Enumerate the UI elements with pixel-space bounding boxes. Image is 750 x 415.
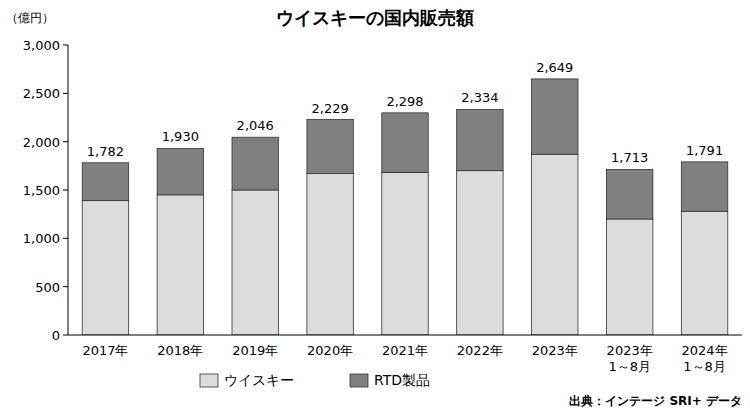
bar-segment (457, 109, 503, 170)
x-tick-label-line: 2018年 (157, 343, 203, 358)
x-tick-label-line: 2023年 (607, 343, 653, 358)
total-label: 1,782 (87, 144, 124, 159)
total-label: 2,334 (461, 90, 498, 105)
bar-segment (307, 174, 353, 335)
y-tick-label: 3,000 (23, 38, 60, 53)
bar-segment (382, 113, 428, 173)
legend-label: RTD製品 (374, 372, 430, 388)
total-label: 1,713 (611, 150, 648, 165)
bar-segment (157, 195, 203, 335)
bar-segment (232, 190, 278, 335)
x-tick-label: 2023年1～8月 (607, 343, 653, 374)
x-tick-label: 2021年 (382, 343, 428, 358)
bar-segment (606, 219, 652, 335)
y-tick (63, 190, 68, 191)
bars (82, 79, 728, 335)
y-tick (63, 45, 68, 46)
x-tick-label-line: 2017年 (82, 343, 128, 358)
total-label: 2,298 (386, 94, 423, 109)
x-axis (68, 335, 742, 336)
bar-segment (681, 211, 727, 335)
source: 出典：インテージ SRI+ データ (569, 394, 742, 408)
y-tick (63, 141, 68, 142)
bar-segment (82, 201, 128, 335)
x-tick-label: 2024年1～8月 (682, 343, 728, 374)
x-tick-label-line: 2019年 (232, 343, 278, 358)
y-axis (68, 45, 69, 335)
x-tick-label: 2020年 (307, 343, 353, 358)
y-tick-label: 2,500 (23, 86, 60, 101)
bar-segment (157, 148, 203, 194)
x-tick-label-line: 2021年 (382, 343, 428, 358)
legend-swatch (200, 374, 218, 387)
total-label: 2,046 (237, 118, 274, 133)
x-tick-label-line: 1～8月 (683, 359, 726, 374)
y-tick (63, 335, 68, 336)
total-label: 2,229 (312, 101, 349, 116)
y-tick (63, 286, 68, 287)
y-tick-label: 2,000 (23, 135, 60, 150)
bar-segment (82, 163, 128, 201)
total-label: 1,930 (162, 129, 199, 144)
y-tick-label: 500 (35, 280, 60, 295)
x-tick-label-line: 2023年 (532, 343, 578, 358)
bar-segment (606, 169, 652, 219)
x-tick-label: 2023年 (532, 343, 578, 358)
total-label: 2,649 (536, 60, 573, 75)
total-label: 1,791 (686, 143, 723, 158)
x-tick-label-line: 2024年 (682, 343, 728, 358)
bar-segment (457, 171, 503, 335)
bar-segment (681, 162, 727, 211)
chart: ウイスキーの国内販売額 （億円） 0 500 1,000 1,500 2,000 2,500 3… (0, 0, 750, 415)
legend-label: ウイスキー (224, 372, 294, 388)
bar-segment (382, 173, 428, 335)
y-tick (63, 93, 68, 94)
y-tick-label: 1,000 (23, 231, 60, 246)
bar-segment (307, 120, 353, 174)
x-tick-label-line: 2020年 (307, 343, 353, 358)
bar-segment (532, 154, 578, 335)
y-tick (63, 238, 68, 239)
x-tick-label-line: 2022年 (457, 343, 503, 358)
x-tick-label-line: 1～8月 (608, 359, 651, 374)
legend-swatch (350, 374, 368, 387)
x-tick-label: 2019年 (232, 343, 278, 358)
x-tick-label: 2017年 (82, 343, 128, 358)
bar-segment (232, 137, 278, 190)
y-tick-label: 1,500 (23, 183, 60, 198)
x-tick-label: 2022年 (457, 343, 503, 358)
title: ウイスキーの国内販売額 (276, 7, 474, 28)
x-tick-label: 2018年 (157, 343, 203, 358)
y-label: （億円） (6, 11, 54, 25)
bar-segment (532, 79, 578, 154)
y-tick-label: 0 (52, 328, 60, 343)
